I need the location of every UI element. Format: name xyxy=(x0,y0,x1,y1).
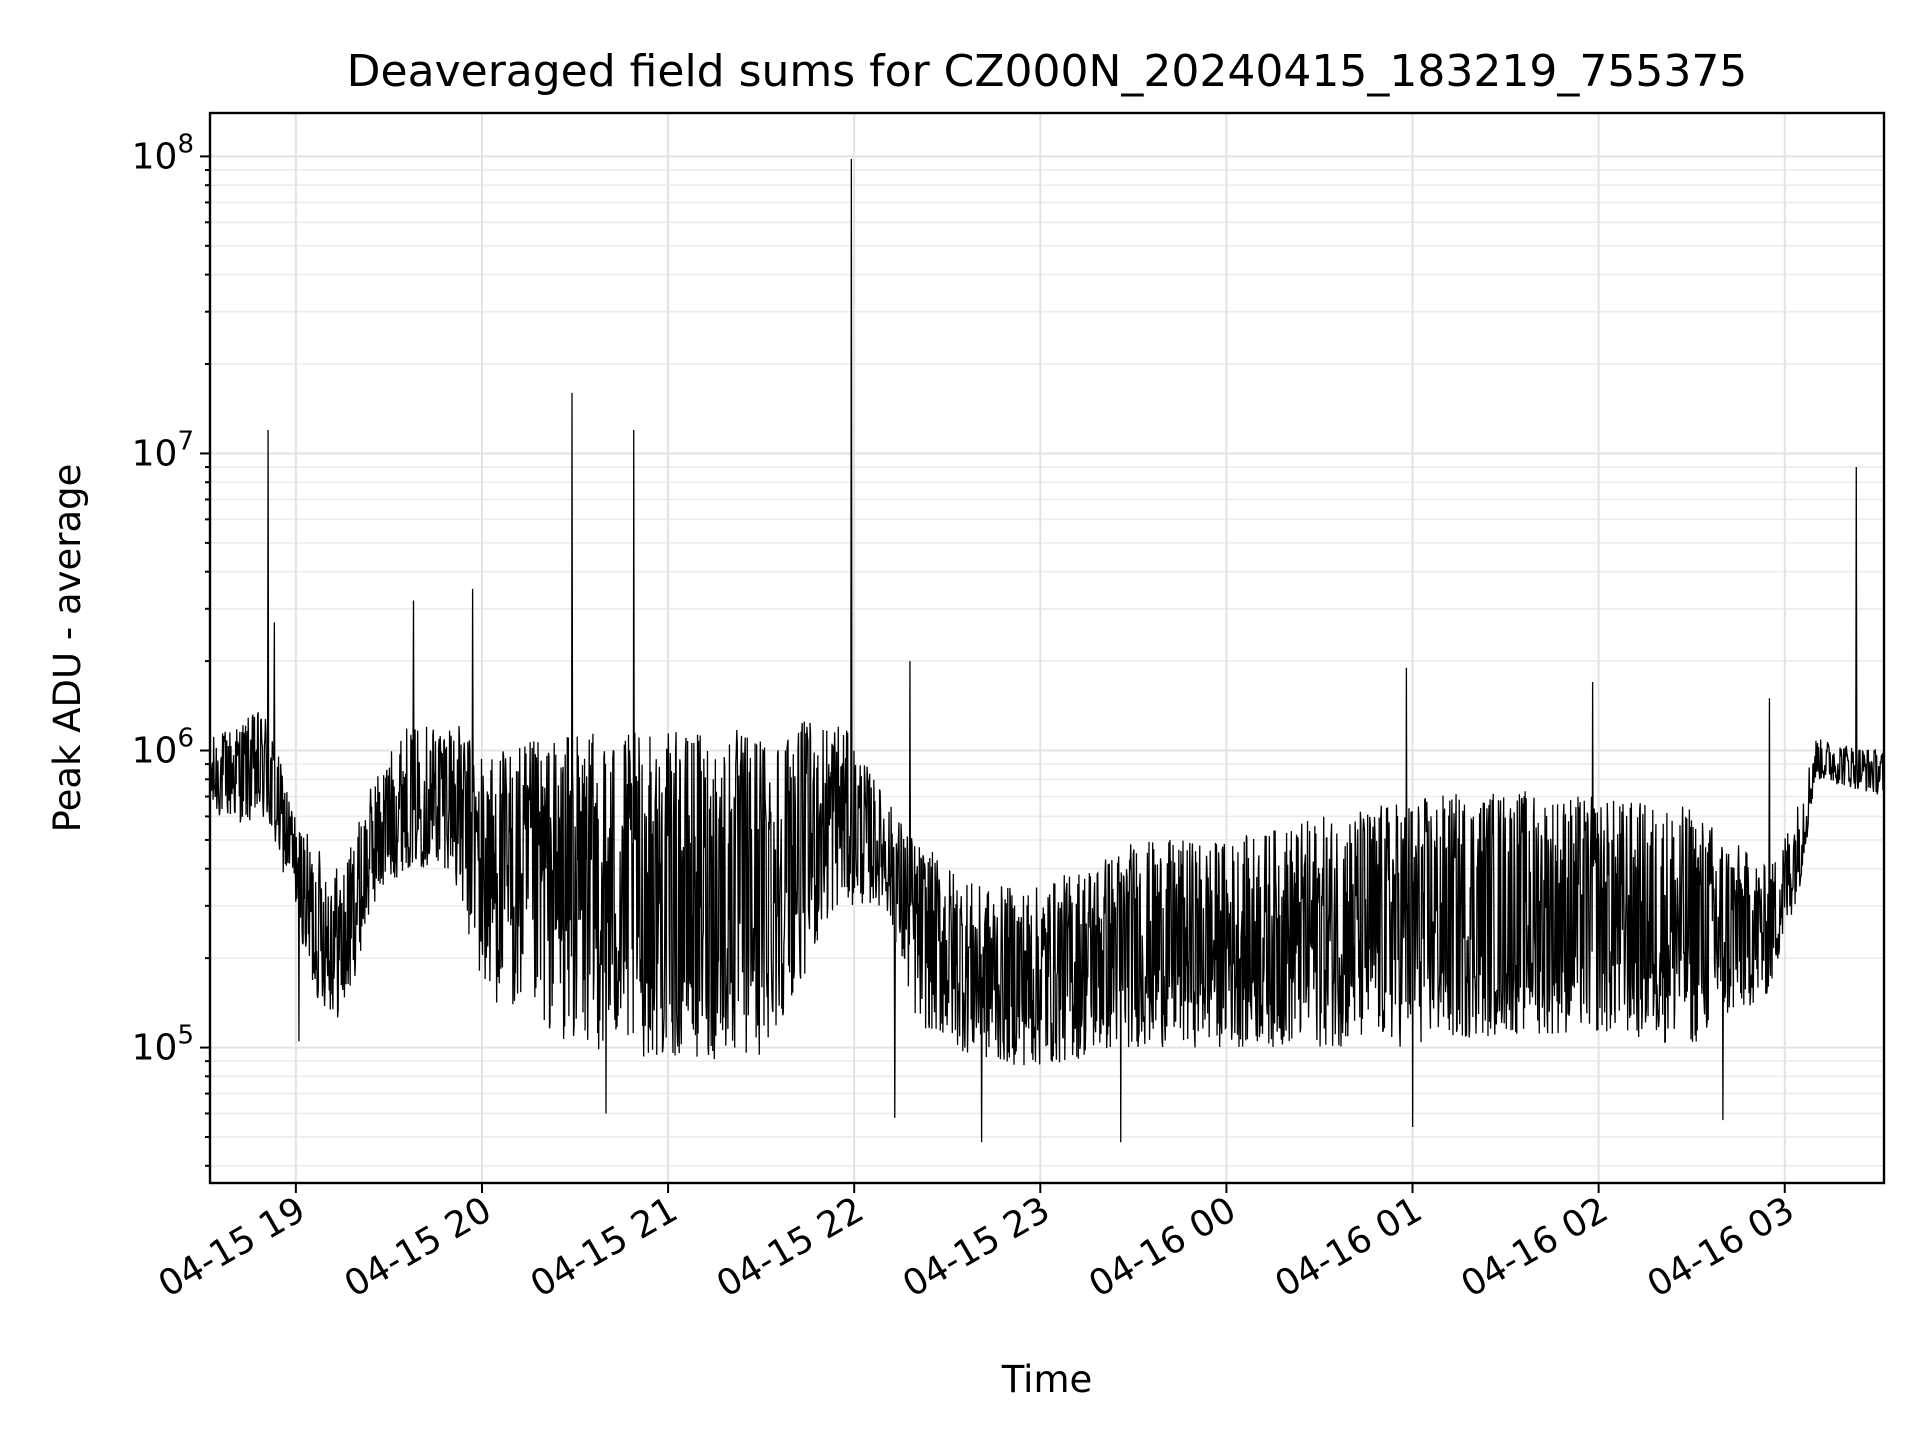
x-tick-label: 04-16 00 xyxy=(1082,1189,1243,1305)
grid-layer xyxy=(200,113,1884,1183)
series-line xyxy=(210,159,1884,1143)
x-tick-label: 04-16 03 xyxy=(1641,1189,1802,1305)
x-tick-label: 04-15 19 xyxy=(152,1189,313,1305)
y-tick-base: 10 xyxy=(132,433,178,474)
y-tick-label: 108 xyxy=(132,129,194,177)
x-tick-label: 04-15 23 xyxy=(896,1189,1057,1305)
y-tick-base: 10 xyxy=(132,731,178,772)
x-tick-label: 04-15 21 xyxy=(524,1189,685,1305)
plot-area xyxy=(210,159,1884,1143)
x-tick-label: 04-16 01 xyxy=(1268,1189,1429,1305)
x-axis: 04-15 19 04-15 20 04-15 21 04-15 22 04-15 23… xyxy=(152,1183,1802,1306)
x-tick-label: 04-16 02 xyxy=(1454,1189,1615,1305)
y-tick-label: 107 xyxy=(132,426,194,474)
x-tick-label: 04-15 22 xyxy=(710,1189,871,1305)
y-tick-base: 10 xyxy=(132,136,178,177)
chart-title: Deaveraged field sums for CZ000N_2024041… xyxy=(347,46,1748,97)
y-tick-exponent: 6 xyxy=(177,724,194,754)
x-tick-label: 04-15 20 xyxy=(338,1189,499,1305)
y-tick-exponent: 8 xyxy=(177,129,194,159)
y-axis-label: Peak ADU - average xyxy=(46,464,89,833)
y-tick-label: 106 xyxy=(132,724,194,772)
plot-frame xyxy=(208,111,1886,1185)
x-axis-label: Time xyxy=(1001,1358,1093,1401)
y-tick-exponent: 7 xyxy=(177,426,194,456)
y-tick-base: 10 xyxy=(132,1028,178,1069)
y-tick-label: 105 xyxy=(132,1021,194,1069)
y-tick-exponent: 5 xyxy=(177,1021,194,1051)
